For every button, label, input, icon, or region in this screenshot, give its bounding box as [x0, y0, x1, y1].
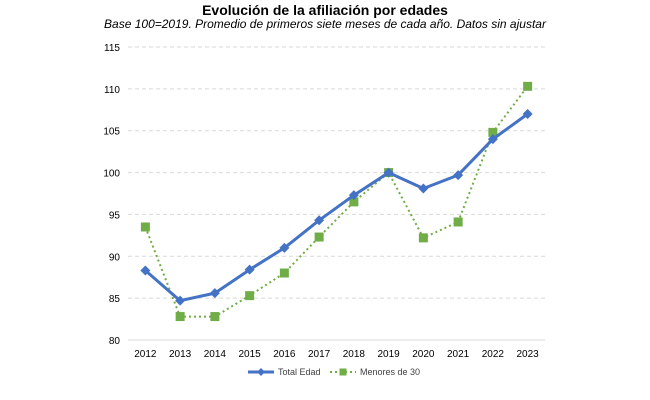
y-tick-label: 100: [103, 169, 120, 180]
legend-item-menores-de-30: Menores de 30: [330, 367, 420, 377]
x-tick-label: 2019: [378, 349, 401, 360]
legend: Total Edad Menores de 30: [248, 367, 420, 377]
y-tick-label: 85: [109, 294, 121, 305]
y-tick-label: 80: [109, 336, 121, 347]
legend-marker: [257, 368, 265, 376]
data-point-menores-de-30: [349, 197, 359, 207]
y-tick-label: 90: [109, 252, 121, 263]
data-point-menores-de-30: [453, 217, 463, 227]
x-tick-label: 2012: [134, 349, 157, 360]
x-tick-label: 2018: [343, 349, 366, 360]
x-tick-label: 2015: [239, 349, 262, 360]
gridlines: [128, 46, 545, 299]
data-point-menores-de-30: [314, 232, 324, 242]
data-point-total-edad: [175, 295, 186, 306]
x-tick-label: 2013: [169, 349, 192, 360]
legend-label: Menores de 30: [360, 367, 420, 377]
data-point-menores-de-30: [418, 233, 428, 243]
data-point-total-edad: [418, 183, 429, 194]
data-point-menores-de-30: [245, 291, 255, 301]
x-tick-label: 2020: [412, 349, 435, 360]
x-tick-label: 2021: [447, 349, 470, 360]
legend-label: Total Edad: [278, 367, 321, 377]
y-axis: 80 85 90 95 100 105 110 115: [103, 43, 120, 347]
data-point-menores-de-30: [140, 222, 150, 232]
data-point-total-edad: [383, 167, 394, 178]
y-tick-label: 95: [109, 210, 121, 221]
chart-title: Evolución de la afiliación por edades: [202, 2, 448, 18]
y-tick-label: 110: [104, 85, 120, 96]
x-tick-label: 2022: [482, 349, 505, 360]
x-tick-label: 2016: [273, 349, 296, 360]
data-point-total-edad: [140, 265, 151, 276]
data-point-total-edad: [209, 288, 220, 299]
data-point-menores-de-30: [488, 127, 498, 137]
chart-subtitle: Base 100=2019. Promedio de primeros siet…: [104, 17, 546, 31]
data-point-total-edad: [244, 264, 255, 275]
data-point-menores-de-30: [175, 312, 185, 322]
series-line-total-edad: [144, 112, 529, 303]
x-tick-label: 2017: [308, 349, 331, 360]
x-tick-label: 2014: [204, 349, 227, 360]
legend-marker: [339, 368, 347, 376]
data-point-total-edad: [453, 170, 464, 181]
y-tick-label: 105: [103, 127, 120, 138]
data-point-total-edad: [348, 190, 359, 201]
y-tick-label: 115: [104, 43, 120, 54]
data-point-total-edad: [314, 215, 325, 226]
x-tick-label: 2023: [517, 349, 540, 360]
series-group: [140, 81, 533, 322]
data-point-menores-de-30: [210, 312, 220, 322]
data-point-total-edad: [487, 134, 498, 145]
series-line-menores-de-30: [144, 85, 529, 318]
data-point-menores-de-30: [523, 81, 533, 91]
legend-item-total-edad: Total Edad: [248, 367, 321, 377]
data-point-total-edad: [522, 108, 533, 119]
data-point-menores-de-30: [279, 268, 289, 278]
x-axis: 2012 2013 2014 2015 2016 2017 2018 2019 2020 2021…: [128, 339, 545, 360]
data-point-total-edad: [279, 242, 290, 253]
